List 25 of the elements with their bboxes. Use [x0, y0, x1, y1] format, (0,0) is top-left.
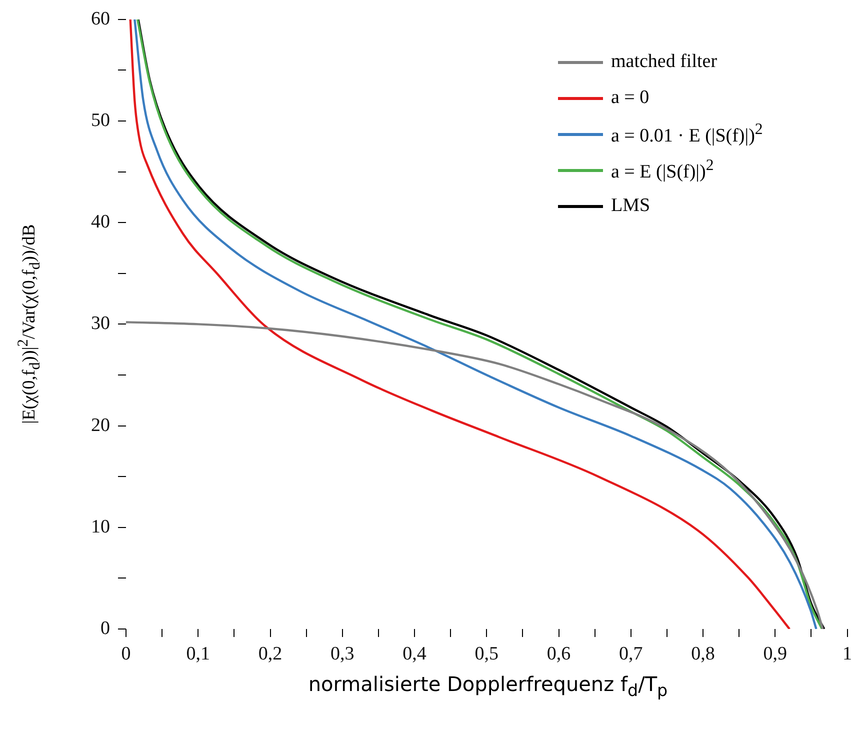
legend-label: a = 0: [611, 87, 650, 109]
x-tick-label: 1: [842, 643, 852, 664]
y-tick-label: 30: [91, 313, 110, 334]
x-tick-label: 0,5: [474, 643, 498, 664]
legend-label: a = 0.01 · E (|S(f)|)$^{2}$: [611, 120, 763, 148]
y-tick-label: 60: [91, 8, 110, 30]
y-tick-label: 40: [91, 212, 110, 233]
x-tick-label: 0,4: [402, 643, 427, 664]
legend-label: a = E (|S(f)|)$^{2}$: [611, 156, 714, 184]
y-tick-label: 50: [91, 110, 110, 131]
y-tick-label: 20: [91, 414, 110, 436]
x-tick-label: 0,7: [619, 643, 643, 664]
x-tick-label: 0,3: [330, 643, 354, 664]
legend-label: matched filter: [611, 51, 718, 73]
x-tick-label: 0,6: [546, 643, 571, 664]
x-tick-label: 0,1: [186, 643, 210, 664]
x-tick-label: 0: [121, 643, 131, 664]
legend-label: LMS: [611, 195, 650, 217]
y-tick-label: 10: [91, 516, 110, 538]
x-tick-label: 0,9: [763, 643, 787, 664]
x-tick-label: 0,2: [258, 643, 282, 664]
x-axis-title: normalisierte Dopplerfrequenz f$_{d}$/T$_{p}$: [307, 672, 669, 700]
y-tick-label: 0: [100, 618, 110, 639]
x-tick-label: 0,8: [691, 643, 715, 664]
line-series: [126, 321, 824, 629]
